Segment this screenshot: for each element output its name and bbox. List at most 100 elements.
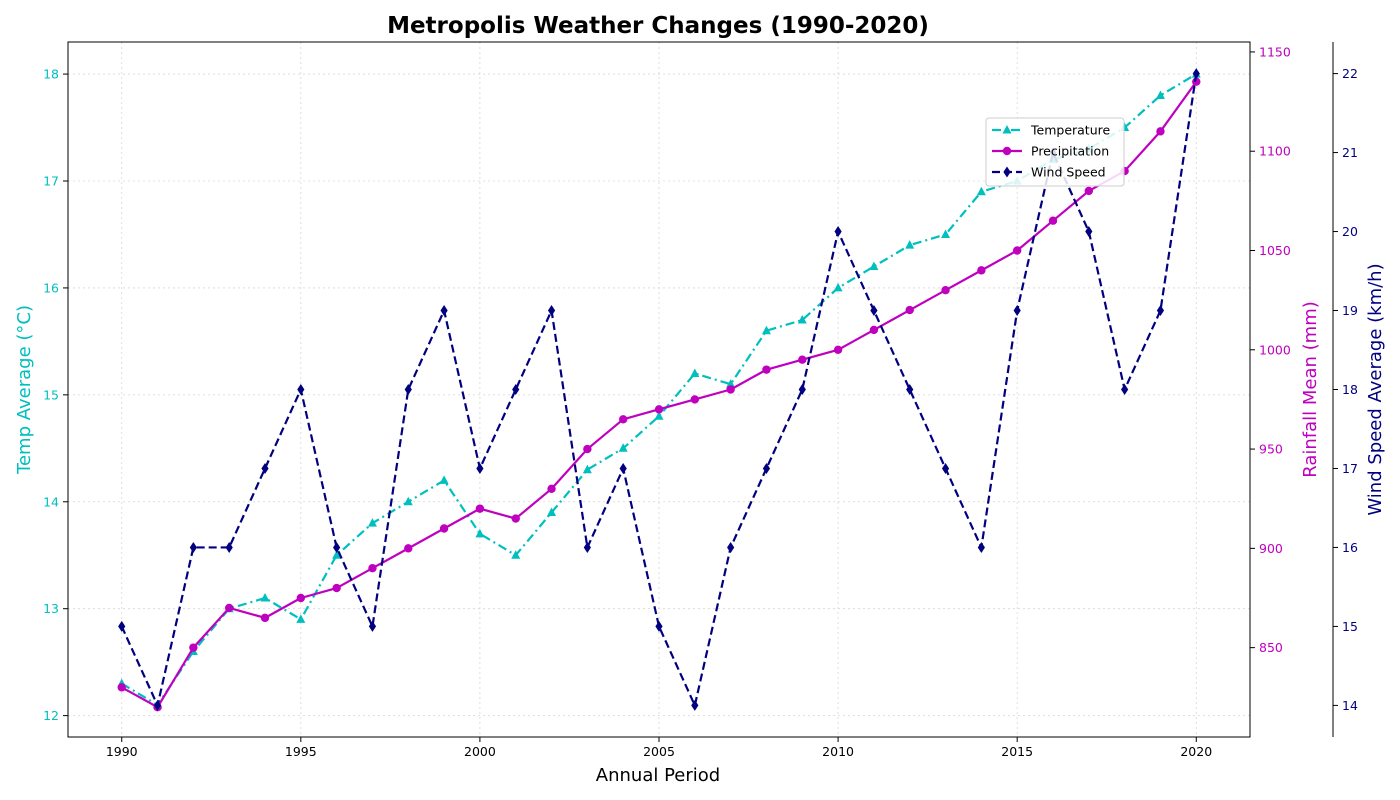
precipitation-point (1012, 246, 1022, 255)
x-tick-label: 1990 (106, 744, 138, 759)
wind-speed-point (333, 541, 341, 553)
wind-speed-tick-label: 18 (1342, 382, 1358, 397)
wind-speed-point (762, 462, 771, 474)
wind-speed-tick-label: 16 (1342, 540, 1358, 555)
legend-precipitation-label: Precipitation (1031, 144, 1109, 159)
precipitation-point (296, 593, 306, 603)
rainfall-tick-label: 950 (1259, 442, 1283, 457)
wind-speed-tick-label: 19 (1342, 303, 1358, 318)
x-tick-label: 2005 (643, 744, 675, 759)
precipitation-point (260, 613, 270, 623)
x-tick-label: 2020 (1180, 744, 1212, 759)
wind-speed-point (834, 226, 842, 238)
temperature-tick-label: 16 (43, 280, 59, 295)
temperature-point (296, 614, 306, 623)
legend-box (985, 117, 1125, 187)
wind-speed-point (1121, 384, 1129, 395)
legend-wind-speed-marker (1003, 166, 1011, 178)
precipitation-point (654, 405, 664, 414)
precipitation-point (941, 286, 950, 295)
precipitation-point (618, 415, 628, 424)
wind-speed-point (870, 305, 878, 317)
temperature-point (547, 507, 557, 516)
wind-speed-tick-label: 14 (1342, 698, 1358, 713)
wind-speed-tick-label: 17 (1342, 461, 1358, 476)
wind-speed-tick-label: 21 (1342, 145, 1358, 160)
wind-speed-point (404, 384, 412, 395)
precipitation-point (117, 683, 126, 692)
wind-speed-point (476, 462, 484, 474)
wind-speed-point (583, 541, 591, 553)
legend-temperature-marker (1002, 125, 1012, 134)
temperature-point (654, 411, 664, 420)
precipitation-point (1084, 186, 1094, 196)
wind-speed-point (691, 699, 699, 711)
precipitation-point (690, 395, 700, 404)
rainfall-tick-label: 1100 (1259, 144, 1291, 159)
temperature-point (726, 379, 736, 388)
wind-speed-point (619, 462, 627, 474)
temperature-tick-label: 15 (43, 387, 59, 402)
precipitation-point (224, 603, 234, 613)
temperature-point (833, 282, 843, 292)
wind-speed-series (118, 68, 1200, 711)
temperature-point (332, 550, 342, 559)
temperature-tick-label: 18 (43, 67, 59, 82)
wind-speed-point (261, 462, 269, 474)
temperature-tick-label: 14 (43, 494, 59, 509)
wind-speed-point (1192, 68, 1200, 80)
precipitation-point (869, 325, 879, 335)
chart-title: Metropolis Weather Changes (1990-2020) (387, 13, 929, 39)
wind-speed-point (153, 699, 162, 711)
wind-speed-point (727, 541, 735, 553)
wind-speed-point (297, 384, 305, 395)
temperature-point (439, 475, 449, 484)
wind-speed-point (189, 541, 197, 553)
precipitation-point (583, 444, 592, 454)
precipitation-point (368, 564, 377, 573)
wind-speed-point (906, 384, 914, 395)
temperature-tick-label: 13 (43, 601, 59, 616)
wind-speed-point (977, 541, 985, 553)
legend-wind-speed-label: Wind Speed (1031, 165, 1106, 180)
temperature-point (475, 528, 485, 538)
wind-speed-point (368, 620, 377, 632)
legend-temperature-label: Temperature (1030, 123, 1110, 138)
temperature-point (976, 186, 986, 196)
x-tick-label: 2000 (464, 744, 496, 759)
axes-layer: 1990 1995 2000 2005 2010 2015 2020 12 13 14 15 16 17… (43, 42, 1358, 759)
precipitation-point (332, 583, 341, 593)
wind-speed-tick-label: 15 (1342, 619, 1358, 634)
precipitation-point (189, 643, 198, 652)
temperature-point (511, 550, 521, 559)
precipitation-point (798, 355, 807, 364)
precipitation-point (762, 365, 771, 374)
precipitation-point (1156, 127, 1165, 136)
precipitation-point (977, 266, 986, 275)
precipitation-point (1048, 216, 1058, 225)
wind-speed-point (118, 620, 126, 632)
temperature-tick-label: 17 (43, 174, 59, 189)
temperature-point (403, 496, 413, 506)
wind-speed-axis-label: Wind Speed Average (km/h) (1365, 263, 1386, 515)
legend: Temperature Precipitation Wind Speed (985, 117, 1125, 187)
x-tick-label: 2015 (1001, 744, 1033, 759)
precipitation-point (439, 524, 449, 533)
wind-speed-point (798, 384, 806, 395)
rainfall-tick-label: 1150 (1259, 44, 1291, 59)
rainfall-tick-label: 850 (1259, 640, 1283, 655)
temperature-point (1155, 90, 1165, 99)
wind-speed-point (1156, 305, 1165, 317)
temperature-tick-label: 12 (43, 708, 59, 723)
temperature-point (690, 368, 700, 377)
precipitation-point (833, 345, 843, 354)
temperature-point (582, 464, 592, 474)
x-tick-label: 1995 (285, 744, 317, 759)
legend-precipitation-marker (1002, 146, 1012, 156)
precipitation-point (511, 514, 520, 523)
temperature-point (797, 315, 807, 324)
precipitation-point (726, 385, 735, 394)
rainfall-axis-label: Rainfall Mean (mm) (1300, 301, 1321, 478)
x-tick-label: 2010 (822, 744, 854, 759)
